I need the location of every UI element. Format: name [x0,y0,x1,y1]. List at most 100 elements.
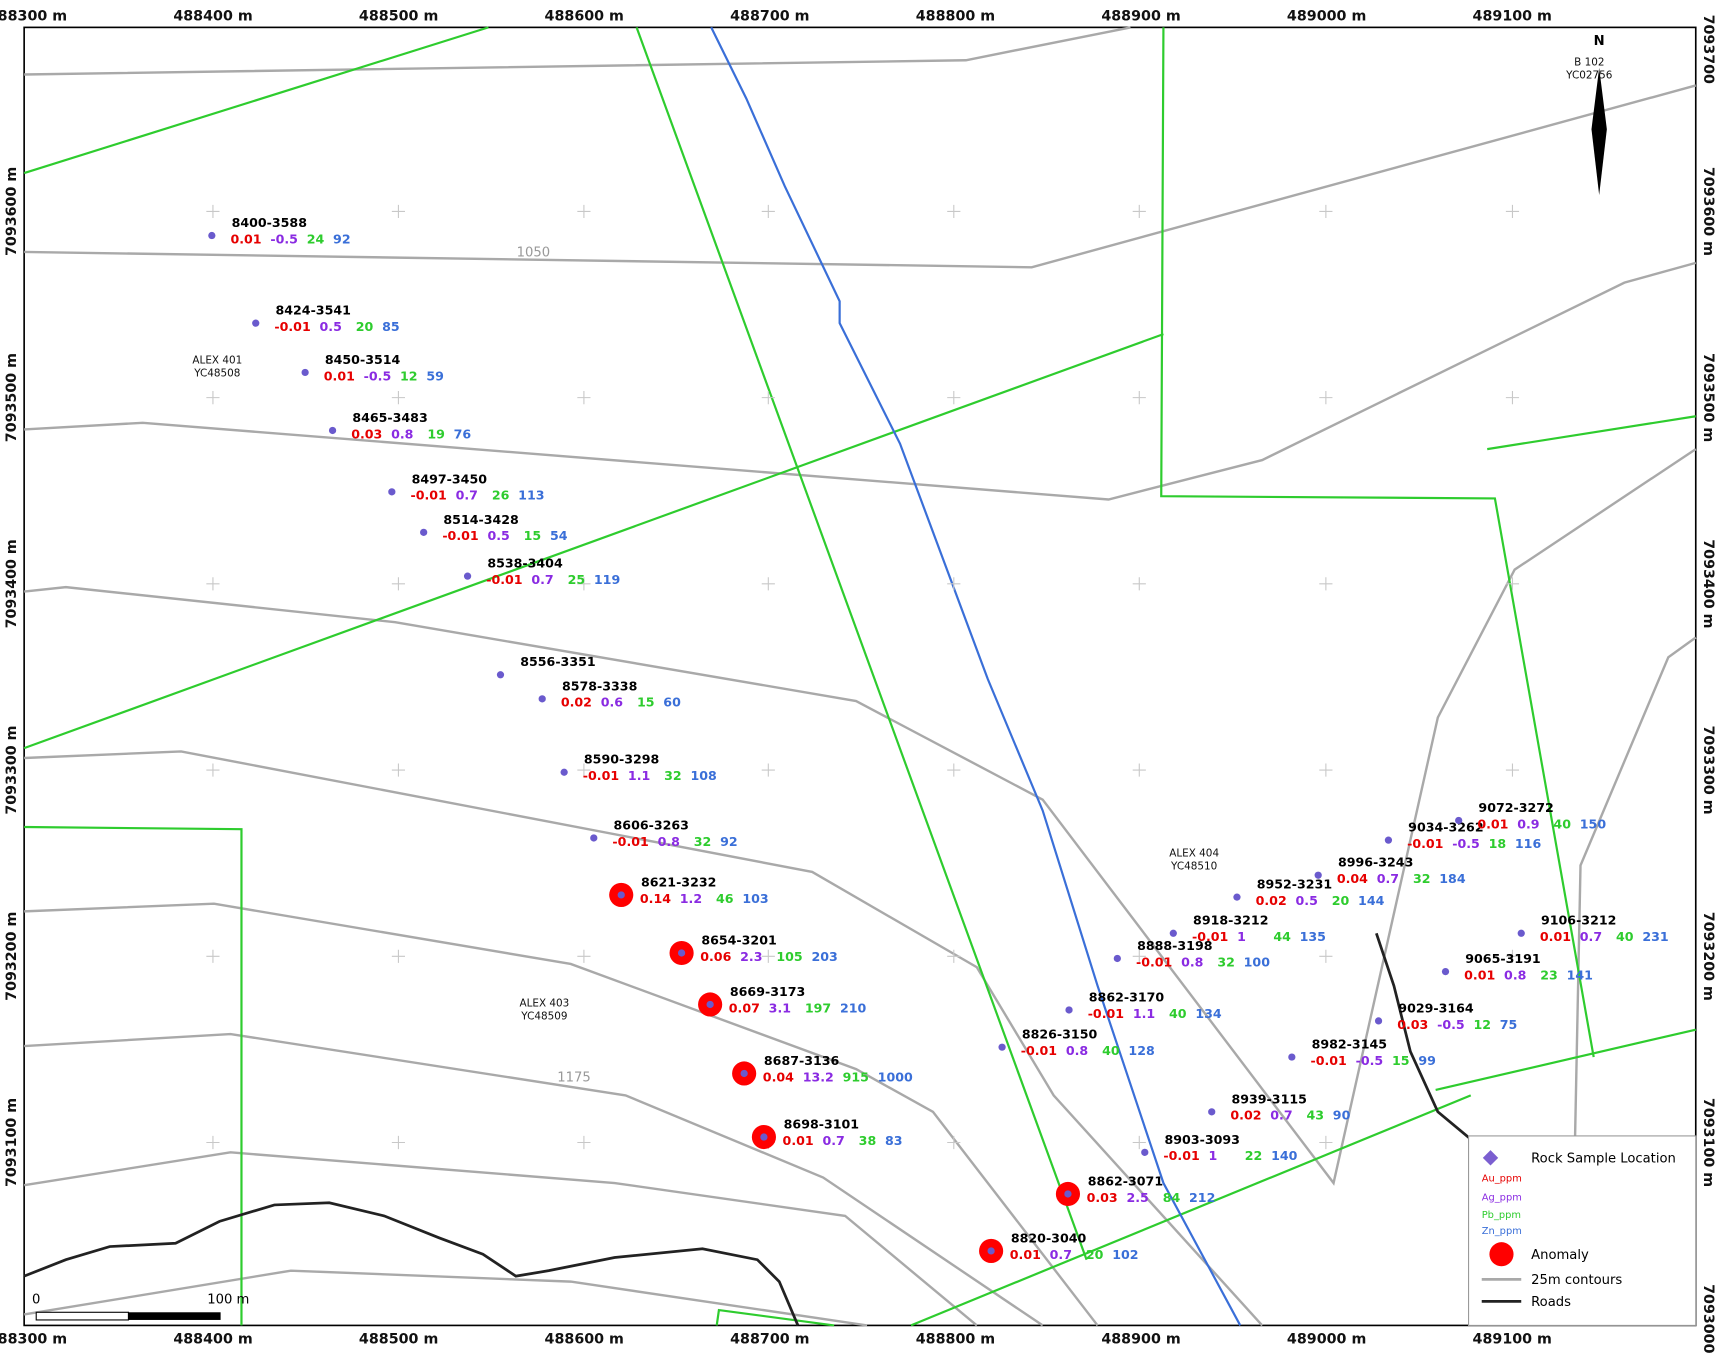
top-axis-label: 489000 m [1287,8,1366,24]
bottom-axis-label: 488700 m [730,1332,809,1348]
grid-cross [947,763,961,777]
grid-cross [1505,763,1520,777]
sample-au: 0.03 [1087,1190,1118,1205]
sample-au: 0.07 [729,1000,760,1015]
grid-cross [1132,391,1146,405]
road [1375,932,1472,1141]
sample-ag: 0.7 [1270,1108,1292,1123]
sample-id: 8862-3170 [1089,989,1165,1004]
left-axis-label: 7093500 m [4,353,20,442]
sample-au: -0.01 [1136,954,1172,969]
sample-ag: 0.8 [1504,968,1526,983]
sample-au: -0.01 [1407,836,1443,851]
claim-name: ALEX 403 [519,997,569,1009]
sample-zn: 108 [690,768,716,783]
sample-pb: 43 [1306,1108,1324,1123]
grid-cross [947,391,961,405]
sample-ag: 0.6 [601,695,624,710]
sample-au: 0.01 [1464,968,1495,983]
sample-zn: 128 [1128,1043,1154,1058]
sample-point [1064,1190,1072,1198]
legend-label: Zn_ppm [1482,1226,1522,1237]
sample-pb: 18 [1489,836,1507,851]
sample-pb: 15 [524,528,542,543]
sample-au: -0.01 [1021,1043,1057,1058]
sample-pb: 44 [1273,929,1291,944]
sample-au: -0.01 [1088,1006,1124,1021]
top-axis-label: 488500 m [359,8,438,24]
sample-ag: -0.5 [1437,1017,1465,1032]
sample-pb: 40 [1102,1043,1120,1058]
north-arrow-shape [1591,67,1607,195]
sample-ag: 0.7 [1050,1247,1072,1262]
sample-id: 8497-3450 [412,471,488,486]
sample-ag: 0.8 [1181,954,1203,969]
sample-au: -0.01 [1311,1053,1347,1068]
sample-pb: 105 [776,949,802,964]
sample-zn: 150 [1580,816,1607,831]
sample-point [1233,893,1241,901]
claim-tag: YC48508 [193,368,240,380]
sample-au: -0.01 [442,528,478,543]
grid-cross [1132,763,1146,777]
sample-ag: -0.5 [1452,836,1480,851]
legend-label: Ag_ppm [1482,1192,1522,1203]
sample-ag: 2.5 [1126,1190,1148,1205]
sample-ag: 1 [1237,929,1246,944]
sample-zn: 144 [1358,893,1385,908]
sample-zn: 212 [1189,1190,1215,1205]
right-axis-label: 7093000 m [1700,1284,1716,1355]
grid-cross [391,1135,406,1150]
grid-cross [391,577,406,591]
claim-line [23,26,489,175]
bottom-axis-label: 488900 m [1101,1332,1180,1348]
claim-line [1435,1028,1697,1091]
contour-label: 1050 [517,246,550,261]
sample-zn: 92 [720,834,738,849]
sample-au: -0.01 [410,488,446,503]
right-axis-label: 7093200 m [1700,912,1716,1001]
sample-id: 8465-3483 [352,410,427,425]
bottom-axis-label: 488300 m [0,1332,67,1348]
bottom-axis-label: 488800 m [916,1332,995,1348]
claim-line [1160,27,1595,1058]
sample-zn: 135 [1300,929,1326,944]
grid-cross [1319,1135,1333,1150]
scale-label: 100 m [207,1293,249,1308]
top-axis-label: 488300 m [0,8,67,24]
claim-line [23,333,1164,750]
sample-pb: 197 [805,1000,831,1015]
grid-cross [1132,577,1146,591]
sample-zn: 203 [811,949,837,964]
sample-point [420,528,428,536]
sample-id: 8538-3404 [487,556,563,571]
sample-point [1517,929,1525,937]
grid-cross [1132,1135,1146,1150]
sample-id: 8996-3243 [1338,855,1413,870]
sample-id: 9029-3164 [1398,1000,1474,1015]
sample-zn: 60 [663,695,681,710]
grid-cross [1319,949,1333,963]
sample-ag: -0.5 [1356,1053,1384,1068]
sample-au: 0.03 [1397,1017,1428,1032]
sample-id: 8621-3232 [641,874,716,889]
legend: Rock Sample Location Au_ppm Ag_ppm Pb_pp… [1468,1135,1697,1326]
grid-cross [1505,204,1520,218]
north-arrow: N [1591,34,1607,195]
sample-pb: 915 [843,1069,869,1084]
grid-cross [391,949,406,963]
sample-id: 8903-3093 [1165,1132,1240,1147]
grid-cross [391,391,406,405]
sample-au: -0.01 [274,319,310,334]
sample-zn: 141 [1567,968,1593,983]
sample-point [1384,836,1393,844]
sample-ag: 0.8 [1066,1043,1088,1058]
sample-point [677,949,686,957]
contour-label: 1175 [557,1070,590,1085]
sample-pb: 23 [1540,968,1558,983]
sample-pb: 40 [1553,816,1571,831]
sample-id: 8687-3136 [764,1053,840,1068]
sample-ag: 1.1 [1133,1006,1155,1021]
sample-zn: 99 [1418,1053,1436,1068]
sample-point [463,572,472,580]
